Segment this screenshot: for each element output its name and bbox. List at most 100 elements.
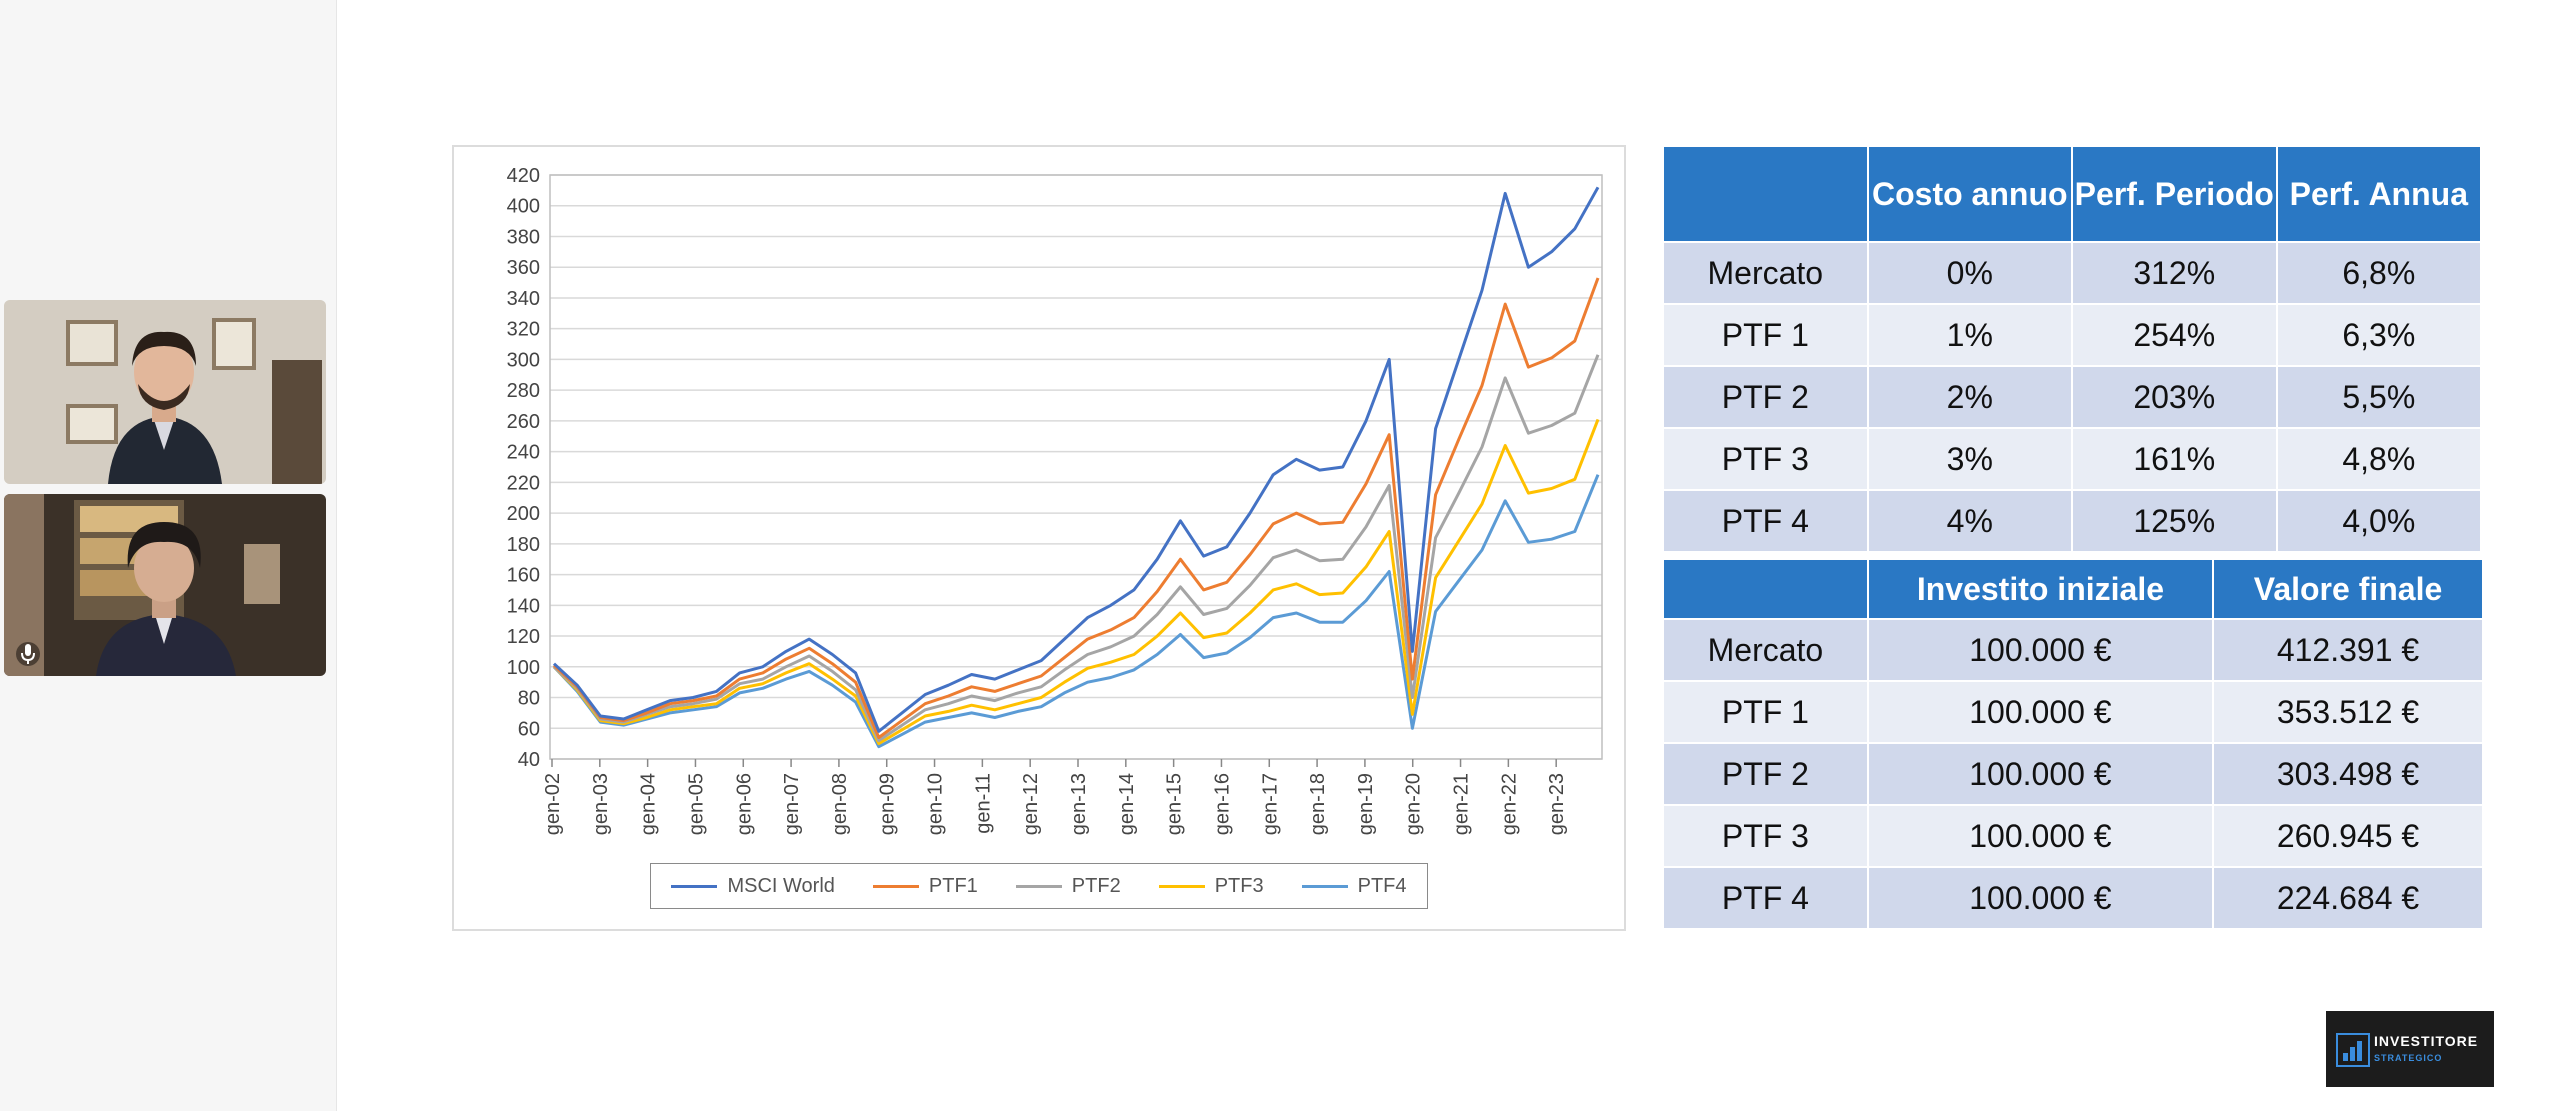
table-row: PTF 3 100.000 €260.945 € bbox=[1662, 804, 2484, 868]
row-label-cell: PTF 4 bbox=[1662, 489, 1869, 553]
series-line-msci-world bbox=[552, 186, 1600, 733]
x-tick-label: gen-10 bbox=[925, 773, 947, 835]
legend-item: PTF1 bbox=[872, 875, 978, 898]
value-cell: 4,0% bbox=[2275, 489, 2483, 553]
value-cell: 260.945 € bbox=[2212, 804, 2484, 868]
x-tick-label: gen-04 bbox=[638, 773, 660, 835]
row-label-cell: PTF 2 bbox=[1662, 365, 1869, 429]
legend-label: PTF3 bbox=[1214, 874, 1264, 897]
x-tick-label: gen-18 bbox=[1307, 773, 1329, 835]
x-tick-label: gen-15 bbox=[1164, 773, 1186, 835]
y-tick-label: 320 bbox=[507, 319, 540, 341]
table-header-row: Investito iniziale Valore finale bbox=[1662, 558, 2484, 620]
value-cell: 3% bbox=[1866, 427, 2073, 491]
x-tick-label: gen-12 bbox=[1020, 773, 1042, 835]
x-tick-label: gen-22 bbox=[1498, 773, 1520, 835]
value-cell: 312% bbox=[2070, 241, 2278, 305]
row-label-cell: PTF 1 bbox=[1662, 680, 1869, 744]
performance-table: Costo annuo Perf. Periodo Perf. Annua Me… bbox=[1662, 145, 2483, 553]
y-tick-label: 60 bbox=[518, 718, 540, 740]
value-cell: 5,5% bbox=[2275, 365, 2483, 429]
value-cell: 203% bbox=[2070, 365, 2278, 429]
table-row: PTF 3 3% 161% 4,8% bbox=[1662, 427, 2483, 491]
header-cell-costo-annuo: Costo annuo bbox=[1866, 145, 2073, 243]
x-tick-label: gen-19 bbox=[1355, 773, 1377, 835]
legend-item: PTF3 bbox=[1158, 874, 1264, 898]
y-tick-label: 160 bbox=[507, 565, 540, 587]
x-tick-label: gen-16 bbox=[1211, 773, 1233, 835]
y-tick-label: 40 bbox=[518, 749, 540, 771]
value-table: Investito iniziale Valore finale Mercato… bbox=[1662, 558, 2484, 930]
speaker-1-video bbox=[4, 300, 326, 484]
y-tick-label: 120 bbox=[507, 626, 540, 648]
table-header-row: Costo annuo Perf. Periodo Perf. Annua bbox=[1662, 145, 2483, 243]
y-tick-label: 380 bbox=[507, 226, 540, 248]
value-cell: 100.000 € bbox=[1866, 680, 2215, 744]
x-tick-label: gen-11 bbox=[972, 773, 994, 834]
value-cell: 100.000 € bbox=[1866, 866, 2215, 930]
chart-legend: MSCI World PTF1 PTF2 PTF3 PTF4 bbox=[650, 863, 1428, 909]
investitore-strategico-logo: INVESTITORE STRATEGICO bbox=[2326, 1011, 2494, 1087]
legend-swatch bbox=[1301, 884, 1348, 888]
y-tick-label: 260 bbox=[507, 411, 540, 433]
legend-label: PTF4 bbox=[1357, 874, 1407, 897]
y-tick-label: 240 bbox=[507, 442, 540, 464]
y-tick-label: 360 bbox=[507, 257, 540, 279]
series-line-ptf3 bbox=[552, 418, 1600, 746]
value-cell: 100.000 € bbox=[1866, 742, 2215, 806]
table-row: Mercato 100.000 €412.391 € bbox=[1662, 618, 2484, 682]
value-cell: 254% bbox=[2070, 303, 2278, 367]
value-cell: 0% bbox=[1866, 241, 2073, 305]
value-cell: 4% bbox=[1866, 489, 2073, 553]
row-label-cell: PTF 3 bbox=[1662, 804, 1869, 868]
microphone-icon[interactable] bbox=[18, 642, 38, 666]
value-cell: 100.000 € bbox=[1866, 618, 2215, 682]
value-cell: 161% bbox=[2070, 427, 2278, 491]
header-cell bbox=[1662, 145, 1869, 243]
header-cell-investito-iniziale: Investito iniziale bbox=[1866, 558, 2215, 620]
legend-item: PTF2 bbox=[1015, 874, 1121, 898]
table-row: PTF 1 100.000 €353.512 € bbox=[1662, 680, 2484, 744]
value-cell: 2% bbox=[1866, 365, 2073, 429]
table-row: PTF 2 2% 203% 5,5% bbox=[1662, 365, 2483, 429]
row-label-cell: PTF 4 bbox=[1662, 866, 1869, 930]
y-tick-label: 300 bbox=[507, 349, 540, 371]
legend-swatch bbox=[671, 884, 718, 888]
video-tile-speaker-2[interactable] bbox=[4, 494, 326, 676]
table-row: PTF 1 1% 254% 6,3% bbox=[1662, 303, 2483, 367]
x-tick-label: gen-23 bbox=[1546, 773, 1568, 835]
value-cell: 1% bbox=[1866, 303, 2073, 367]
value-cell: 100.000 € bbox=[1866, 804, 2215, 868]
header-cell bbox=[1662, 558, 1869, 620]
y-tick-label: 420 bbox=[507, 165, 540, 187]
x-tick-label: gen-09 bbox=[877, 773, 899, 835]
legend-swatch bbox=[1015, 884, 1062, 888]
value-cell: 125% bbox=[2070, 489, 2278, 553]
value-cell: 303.498 € bbox=[2212, 742, 2484, 806]
table-row: PTF 2 100.000 €303.498 € bbox=[1662, 742, 2484, 806]
legend-label: PTF2 bbox=[1071, 874, 1121, 897]
x-tick-label: gen-21 bbox=[1451, 773, 1473, 835]
video-sidebar bbox=[0, 0, 337, 1111]
header-cell-perf-periodo: Perf. Periodo bbox=[2070, 145, 2278, 243]
x-tick-label: gen-03 bbox=[590, 773, 612, 835]
header-cell-perf-annua: Perf. Annua bbox=[2275, 145, 2483, 243]
x-tick-label: gen-07 bbox=[781, 773, 803, 835]
table-row: PTF 4 4% 125% 4,0% bbox=[1662, 489, 2483, 553]
y-tick-label: 180 bbox=[507, 534, 540, 556]
value-cell: 353.512 € bbox=[2212, 680, 2484, 744]
bar-chart-icon bbox=[2336, 1033, 2370, 1067]
row-label-cell: PTF 1 bbox=[1662, 303, 1869, 367]
y-tick-label: 200 bbox=[507, 503, 540, 525]
video-tile-speaker-1[interactable] bbox=[4, 300, 326, 484]
table-row: Mercato 0% 312% 6,8% bbox=[1662, 241, 2483, 305]
y-tick-label: 80 bbox=[518, 688, 540, 710]
series-line-ptf2 bbox=[552, 354, 1600, 743]
value-cell: 6,3% bbox=[2275, 303, 2483, 367]
row-label-cell: PTF 3 bbox=[1662, 427, 1869, 491]
line-chart: 40 60 80 100 120 140 160 180 200 220 240 260 280 300 3… bbox=[452, 145, 1626, 931]
y-tick-label: 100 bbox=[507, 657, 540, 679]
speaker-2-video bbox=[4, 494, 326, 676]
legend-item: PTF4 bbox=[1301, 874, 1407, 898]
y-tick-label: 400 bbox=[507, 196, 540, 218]
